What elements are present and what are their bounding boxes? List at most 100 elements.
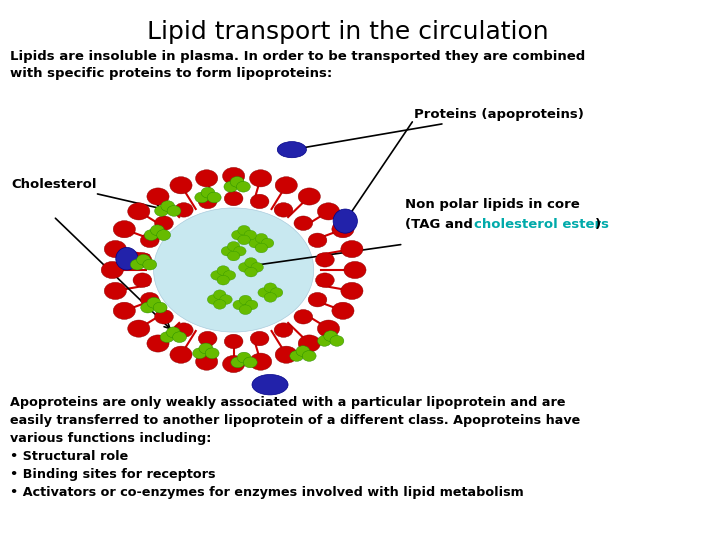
Ellipse shape [250,170,271,187]
Text: (TAG and: (TAG and [405,218,477,231]
Ellipse shape [127,320,150,337]
Ellipse shape [113,302,135,319]
Ellipse shape [252,374,288,395]
Circle shape [249,238,261,248]
Circle shape [255,233,268,243]
Circle shape [264,283,276,293]
Circle shape [211,271,223,280]
Circle shape [224,181,238,192]
Ellipse shape [127,203,150,220]
Ellipse shape [308,233,327,247]
Circle shape [201,187,215,198]
Ellipse shape [155,309,174,324]
Circle shape [239,305,252,315]
Circle shape [330,335,344,346]
Ellipse shape [341,240,363,258]
Ellipse shape [315,253,334,267]
Circle shape [199,343,213,354]
Circle shape [236,181,251,192]
Ellipse shape [170,177,192,194]
Circle shape [264,293,276,302]
Circle shape [221,246,233,256]
Ellipse shape [294,309,312,324]
Circle shape [195,192,209,203]
Circle shape [130,259,144,270]
Ellipse shape [140,233,159,247]
Ellipse shape [298,335,320,352]
Circle shape [150,225,164,235]
Ellipse shape [308,293,327,307]
Ellipse shape [198,332,217,346]
Circle shape [244,230,256,240]
Circle shape [246,300,258,310]
Circle shape [160,332,174,342]
Circle shape [233,300,246,310]
Circle shape [144,230,158,240]
Circle shape [143,259,157,270]
Circle shape [245,258,257,267]
Circle shape [261,238,274,248]
Text: cholesterol esters: cholesterol esters [474,218,609,231]
Circle shape [318,335,331,346]
Text: Cholesterol: Cholesterol [12,178,162,210]
Circle shape [238,235,251,245]
Ellipse shape [198,194,217,208]
Circle shape [243,357,257,368]
Ellipse shape [196,170,217,187]
Circle shape [239,295,252,305]
Ellipse shape [170,346,192,363]
Circle shape [205,348,219,359]
Circle shape [153,302,167,313]
Circle shape [217,275,230,285]
Ellipse shape [274,202,293,217]
Ellipse shape [224,334,243,349]
Ellipse shape [250,353,271,370]
Circle shape [251,262,264,272]
Circle shape [302,350,316,361]
Circle shape [147,298,161,308]
Ellipse shape [140,293,159,307]
Ellipse shape [224,191,243,206]
Circle shape [173,332,186,342]
Circle shape [238,262,251,272]
Ellipse shape [133,273,152,287]
Ellipse shape [277,141,307,158]
Text: Non polar lipids in core: Non polar lipids in core [405,198,580,211]
Ellipse shape [113,221,135,238]
Ellipse shape [147,335,169,352]
Circle shape [271,288,283,298]
Text: Apoproteins are only weakly associated with a particular lipoprotein and are
eas: Apoproteins are only weakly associated w… [9,396,580,500]
Ellipse shape [318,203,340,220]
Circle shape [140,302,155,313]
Circle shape [232,230,244,240]
Ellipse shape [251,332,269,346]
Circle shape [238,225,251,235]
Circle shape [324,330,338,341]
Circle shape [137,254,150,265]
Circle shape [166,327,180,338]
Ellipse shape [222,167,245,185]
Ellipse shape [102,261,123,279]
Ellipse shape [147,188,169,205]
Ellipse shape [196,353,217,370]
Ellipse shape [341,282,363,300]
Circle shape [228,241,240,251]
Circle shape [207,192,221,203]
Circle shape [214,290,226,300]
Ellipse shape [333,209,357,233]
Ellipse shape [315,273,334,287]
Ellipse shape [332,302,354,319]
Circle shape [214,300,226,309]
Ellipse shape [274,323,293,338]
Ellipse shape [318,320,340,337]
Circle shape [220,295,233,305]
Ellipse shape [174,202,193,217]
Ellipse shape [104,240,127,258]
Ellipse shape [104,282,127,300]
Ellipse shape [153,208,314,332]
Circle shape [155,206,168,217]
Ellipse shape [275,346,297,363]
Circle shape [161,201,175,212]
Ellipse shape [294,216,312,231]
Circle shape [296,346,310,356]
